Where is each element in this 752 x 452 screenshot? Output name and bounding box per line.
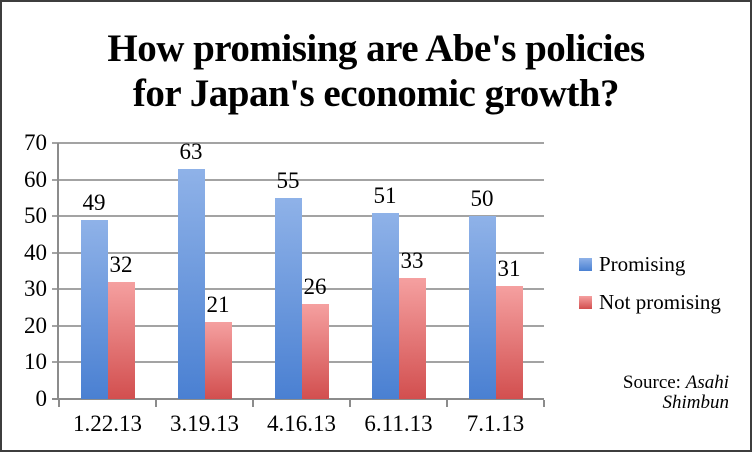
y-axis-label: 50 <box>24 203 47 229</box>
x-axis-tick <box>446 400 448 407</box>
value-label-promising: 49 <box>82 189 106 215</box>
bar-promising <box>371 212 399 399</box>
value-label-not-promising: 21 <box>206 292 230 318</box>
legend-item-promising: Promising <box>579 253 721 276</box>
plot-area: 0 10 20 30 40 50 60 70 1.22.13 49 32 3.19.13 63 21 4.1… <box>24 130 545 436</box>
y-axis-label: 60 <box>24 166 47 192</box>
y-axis-label: 20 <box>24 312 47 338</box>
value-label-promising: 63 <box>179 138 203 164</box>
y-axis-label: 30 <box>24 276 47 302</box>
x-axis-label: 6.11.13 <box>364 411 433 436</box>
value-label-not-promising: 26 <box>303 273 327 299</box>
y-axis-line <box>57 143 59 400</box>
x-axis-label: 7.1.13 <box>466 411 525 436</box>
chart-title: How promising are Abe's policies for Jap… <box>2 26 750 116</box>
bar-promising <box>468 216 496 399</box>
x-axis-label: 4.16.13 <box>267 411 336 436</box>
y-axis-label: 10 <box>24 349 47 375</box>
bar-not-promising <box>398 278 426 399</box>
legend-swatch-icon <box>579 258 592 271</box>
chart-title-line1: How promising are Abe's policies <box>107 27 645 70</box>
value-label-not-promising: 31 <box>497 255 521 281</box>
bar-promising <box>274 197 302 399</box>
value-label-promising: 55 <box>276 167 300 193</box>
value-label-promising: 50 <box>470 186 494 212</box>
source-publication: Asahi Shimbun <box>662 372 730 413</box>
x-axis-line <box>52 398 544 400</box>
legend-item-not-promising: Not promising <box>579 291 721 314</box>
value-label-not-promising: 32 <box>109 251 133 277</box>
y-axis-label: 70 <box>24 130 47 155</box>
bar-not-promising <box>301 303 329 399</box>
bar-not-promising <box>204 322 232 399</box>
chart-title-line2: for Japan's economic growth? <box>132 72 620 115</box>
source-note: Source: Asahi Shimbun <box>608 373 729 413</box>
bar-not-promising <box>495 285 523 399</box>
bar-promising <box>80 219 108 399</box>
x-axis-tick <box>252 400 254 407</box>
x-axis-tick <box>58 400 60 407</box>
x-axis-label: 1.22.13 <box>73 411 142 436</box>
legend-swatch-icon <box>579 296 592 309</box>
bar-not-promising <box>107 281 135 399</box>
x-axis-label: 3.19.13 <box>170 411 239 436</box>
bar-promising <box>177 168 205 399</box>
legend-label: Promising <box>599 252 686 276</box>
x-axis-tick <box>349 400 351 407</box>
legend: Promising Not promising <box>579 253 721 314</box>
value-label-promising: 51 <box>373 182 397 208</box>
gridline-70 <box>52 142 544 144</box>
x-axis-tick <box>543 400 545 407</box>
source-label: Source: <box>622 372 686 393</box>
x-axis-tick <box>155 400 157 407</box>
value-label-not-promising: 33 <box>400 248 424 274</box>
y-axis-label: 40 <box>24 239 47 265</box>
y-axis-label: 0 <box>35 386 48 411</box>
legend-label: Not promising <box>599 290 721 314</box>
gridline-60 <box>52 178 544 181</box>
